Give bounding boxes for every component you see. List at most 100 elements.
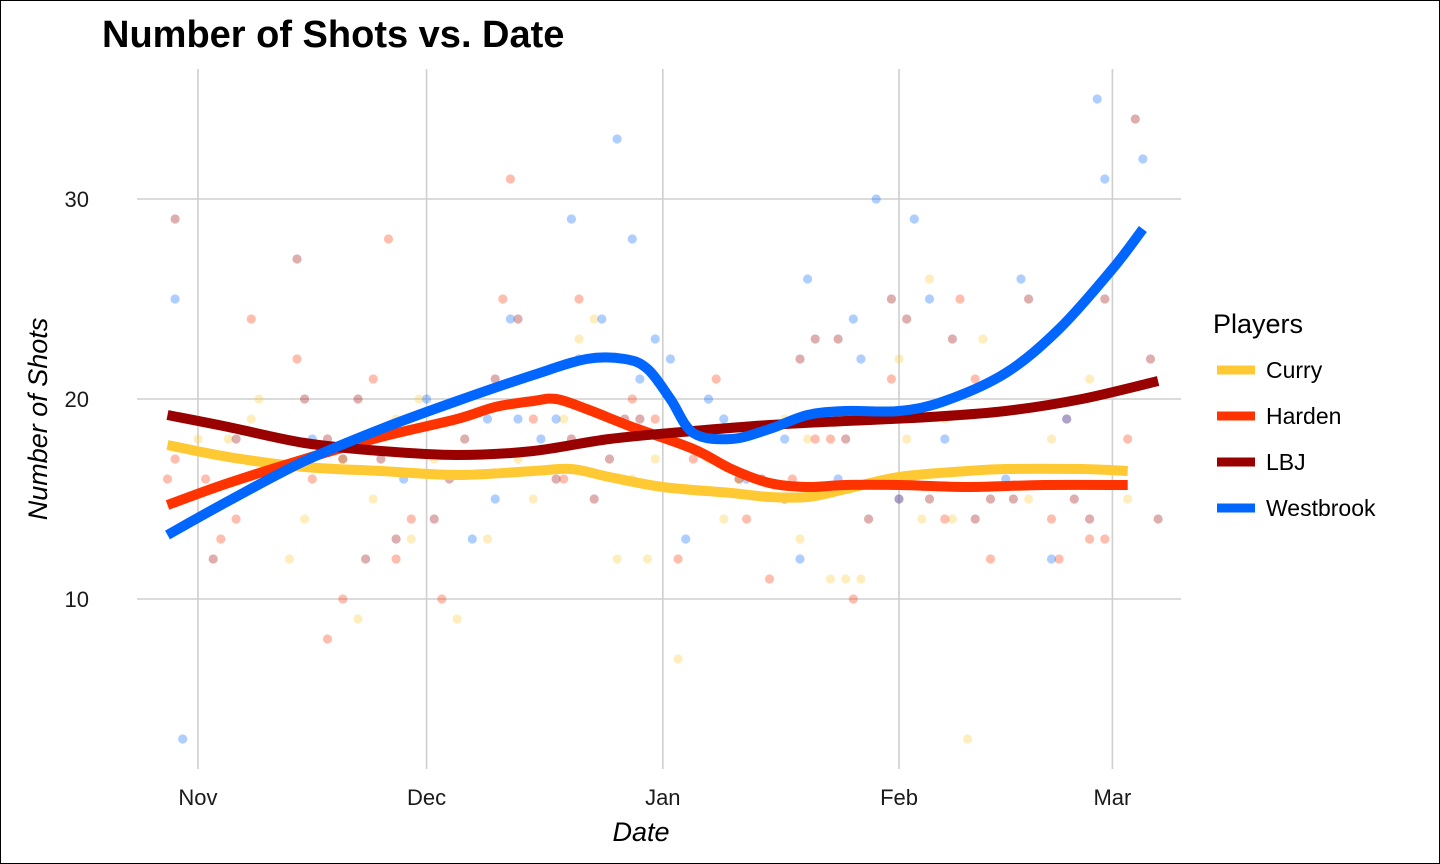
point-westbrook (1046, 554, 1057, 564)
point-westbrook (635, 374, 645, 384)
point-westbrook (924, 294, 935, 304)
point-curry (917, 514, 927, 524)
point-harden (559, 474, 569, 484)
point-harden (1123, 434, 1133, 444)
legend-label-harden: Harden (1266, 403, 1341, 429)
point-lbj (292, 254, 302, 264)
trend-lines (165, 225, 1160, 540)
point-harden (940, 514, 950, 524)
point-harden (1085, 534, 1095, 544)
point-lbj (338, 454, 348, 464)
point-curry (856, 574, 866, 584)
point-curry (406, 534, 416, 544)
point-lbj (208, 554, 218, 564)
x-axis-title: Date (612, 817, 669, 847)
point-curry (825, 574, 836, 584)
point-lbj (635, 414, 645, 424)
point-curry (1024, 494, 1034, 504)
trend-line-westbrook (165, 225, 1147, 540)
point-curry (338, 454, 348, 464)
point-curry (482, 534, 493, 544)
point-harden (162, 474, 173, 484)
point-harden (201, 474, 211, 484)
point-westbrook (467, 534, 477, 544)
point-curry (643, 554, 653, 564)
point-westbrook (856, 354, 866, 364)
point-lbj (810, 334, 820, 344)
point-lbj (231, 434, 241, 444)
point-harden (1054, 554, 1064, 564)
point-westbrook (505, 314, 515, 324)
point-harden (810, 434, 820, 444)
point-lbj (376, 454, 386, 464)
point-lbj (795, 354, 805, 364)
point-lbj (589, 494, 599, 504)
legend: Players Curry Harden LBJ Westbrook (1213, 309, 1376, 521)
point-curry (673, 654, 683, 664)
point-lbj (513, 314, 523, 324)
point-westbrook (1016, 274, 1026, 284)
point-lbj (1130, 114, 1140, 124)
point-westbrook (703, 394, 714, 404)
point-harden (322, 634, 333, 644)
point-westbrook (871, 194, 881, 204)
point-westbrook (780, 434, 790, 444)
legend-label-westbrook: Westbrook (1266, 495, 1376, 521)
point-harden (216, 534, 226, 544)
point-curry (719, 514, 729, 524)
point-curry (978, 334, 988, 344)
point-westbrook (909, 214, 919, 224)
point-harden (627, 394, 637, 404)
point-lbj (985, 494, 996, 504)
point-westbrook (803, 274, 813, 284)
point-harden (528, 414, 538, 424)
point-westbrook (1062, 414, 1072, 424)
point-harden (825, 434, 836, 444)
x-tick-label-mar: Mar (1093, 785, 1131, 810)
point-lbj (886, 294, 897, 304)
point-harden (688, 454, 698, 464)
trend-line-lbj (166, 376, 1160, 460)
point-curry (589, 314, 599, 324)
point-harden (1062, 414, 1072, 424)
point-lbj (1069, 494, 1079, 504)
point-curry (1046, 434, 1057, 444)
point-westbrook (513, 414, 523, 424)
point-curry (353, 614, 363, 624)
y-tick-label-10: 10 (65, 587, 89, 612)
y-tick-label-20: 20 (65, 387, 89, 412)
point-curry (284, 554, 294, 564)
point-lbj (833, 334, 843, 344)
point-curry (795, 534, 805, 544)
point-lbj (361, 554, 371, 564)
trend-line-harden (165, 393, 1128, 510)
point-curry (414, 394, 424, 404)
point-curry (574, 334, 584, 344)
legend-title: Players (1213, 309, 1303, 339)
point-harden (170, 454, 180, 464)
point-lbj (300, 394, 310, 404)
point-westbrook (1100, 174, 1110, 184)
point-harden (498, 294, 508, 304)
x-tick-labels: Nov Dec Jan Feb Mar (178, 785, 1131, 810)
x-tick-label-feb: Feb (880, 785, 918, 810)
point-westbrook (178, 734, 188, 744)
point-westbrook (612, 134, 622, 144)
point-westbrook (422, 394, 432, 404)
points-curry (193, 274, 1133, 744)
point-lbj (604, 454, 615, 464)
point-harden (292, 354, 302, 364)
point-lbj (353, 394, 363, 404)
point-curry (841, 574, 851, 584)
point-harden (894, 494, 904, 504)
point-harden (970, 374, 980, 384)
point-harden (985, 554, 996, 564)
point-harden (406, 514, 416, 524)
point-lbj (924, 494, 935, 504)
point-harden (650, 414, 660, 424)
points-lbj (170, 114, 1163, 564)
y-tick-labels: 10 20 30 (65, 187, 89, 612)
point-harden (307, 474, 317, 484)
point-westbrook (597, 314, 607, 324)
point-harden (955, 294, 965, 304)
